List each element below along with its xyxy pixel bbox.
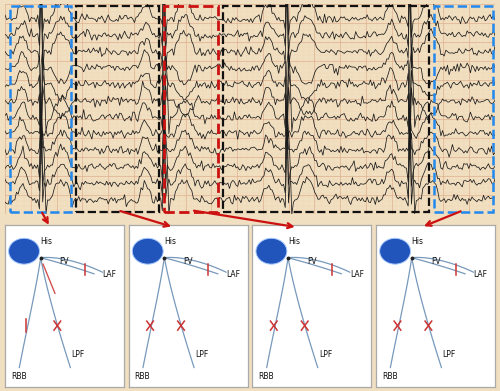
Text: LPF: LPF xyxy=(442,350,456,359)
Ellipse shape xyxy=(132,238,163,264)
Text: RBB: RBB xyxy=(382,373,398,382)
Text: LAF: LAF xyxy=(474,270,488,279)
Bar xyxy=(164,6,218,212)
Text: LAF: LAF xyxy=(226,270,240,279)
Ellipse shape xyxy=(380,238,410,264)
Bar xyxy=(434,6,492,212)
Text: RBB: RBB xyxy=(258,373,274,382)
Text: His: His xyxy=(164,237,176,246)
Bar xyxy=(223,6,429,212)
Text: FV: FV xyxy=(60,257,70,266)
Text: His: His xyxy=(288,237,300,246)
Bar xyxy=(10,6,71,212)
Text: LPF: LPF xyxy=(72,350,85,359)
Text: His: His xyxy=(412,237,424,246)
Text: LAF: LAF xyxy=(350,270,364,279)
Text: FV: FV xyxy=(307,257,316,266)
Text: RBB: RBB xyxy=(11,373,26,382)
Text: LPF: LPF xyxy=(319,350,332,359)
Text: LAF: LAF xyxy=(102,270,117,279)
Ellipse shape xyxy=(8,238,40,264)
Text: LPF: LPF xyxy=(196,350,208,359)
Ellipse shape xyxy=(256,238,287,264)
Text: FV: FV xyxy=(431,257,440,266)
Text: FV: FV xyxy=(184,257,193,266)
Bar xyxy=(76,6,160,212)
Text: RBB: RBB xyxy=(134,373,150,382)
Text: His: His xyxy=(40,237,52,246)
